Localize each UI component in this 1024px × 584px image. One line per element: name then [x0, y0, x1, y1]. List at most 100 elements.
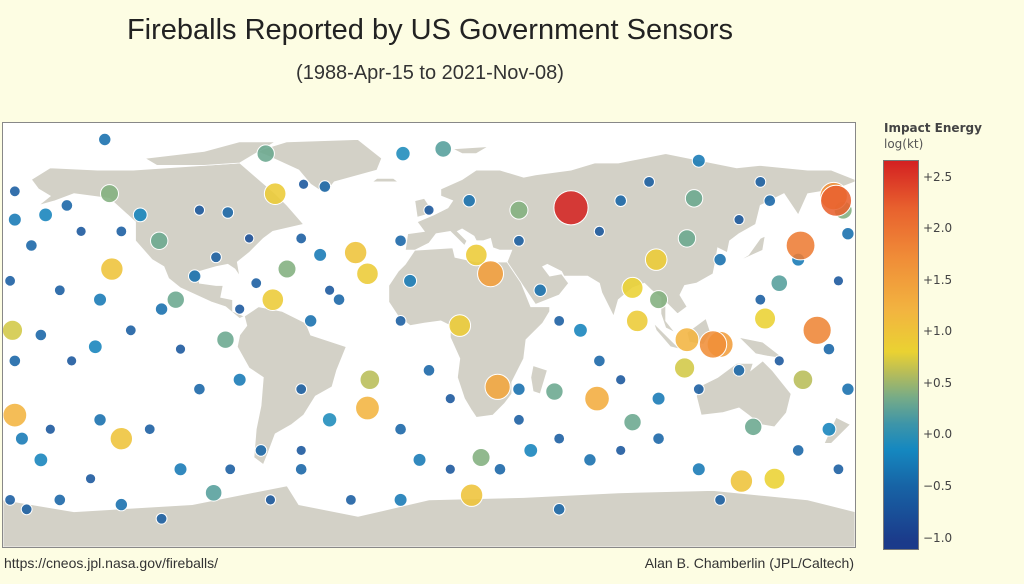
fireball-point[interactable] [44, 423, 56, 435]
fireball-point[interactable] [615, 374, 627, 386]
fireball-point[interactable] [422, 364, 436, 377]
fireball-point[interactable] [193, 204, 206, 216]
fireball-point[interactable] [204, 484, 223, 502]
fireball-point[interactable] [651, 391, 666, 406]
fireball-point[interactable] [552, 503, 566, 516]
fireball-point[interactable] [593, 225, 606, 237]
fireball-point[interactable] [553, 190, 589, 226]
fireball-point[interactable] [295, 444, 307, 457]
fireball-point[interactable] [109, 426, 134, 451]
fireball-point[interactable] [256, 144, 275, 163]
fireball-point[interactable] [553, 314, 566, 327]
fireball-point[interactable] [174, 343, 187, 355]
fireball-point[interactable] [553, 432, 566, 445]
fireball-point[interactable] [832, 275, 845, 287]
fireball-point[interactable] [691, 153, 706, 168]
fireball-point[interactable] [343, 240, 368, 265]
fireball-point[interactable] [3, 402, 28, 428]
fireball-point[interactable] [713, 252, 727, 267]
fireball-point[interactable] [773, 355, 785, 367]
fireball-point[interactable] [318, 180, 332, 193]
fireball-point[interactable] [573, 322, 588, 338]
fireball-point[interactable] [150, 231, 169, 250]
fireball-point[interactable] [297, 178, 310, 190]
fireball-point[interactable] [321, 412, 338, 428]
fireball-point[interactable] [593, 354, 606, 368]
fireball-point[interactable] [143, 423, 156, 436]
fireball-point[interactable] [264, 494, 277, 506]
fireball-point[interactable] [412, 452, 427, 467]
fireball-point[interactable] [644, 248, 668, 271]
fireball-point[interactable] [652, 432, 665, 445]
fireball-point[interactable] [38, 207, 53, 223]
fireball-point[interactable] [193, 382, 206, 396]
fireball-point[interactable] [34, 328, 48, 342]
fireball-point[interactable] [210, 251, 222, 264]
fireball-point[interactable] [684, 189, 704, 208]
fireball-point[interactable] [820, 184, 853, 217]
fireball-point[interactable] [124, 324, 137, 337]
fireball-point[interactable] [100, 257, 124, 281]
fireball-point[interactable] [692, 383, 705, 396]
fireball-point[interactable] [674, 357, 696, 379]
fireball-point[interactable] [423, 204, 435, 216]
fireball-point[interactable] [763, 194, 777, 208]
fireball-point[interactable] [84, 473, 97, 485]
fireball-point[interactable] [7, 212, 22, 227]
fireball-point[interactable] [356, 262, 379, 286]
fireball-point[interactable] [493, 462, 507, 476]
fireball-point[interactable] [155, 512, 168, 525]
fireball-point[interactable] [263, 182, 287, 205]
fireball-point[interactable] [394, 234, 407, 248]
fireball-point[interactable] [625, 309, 649, 333]
fireball-point[interactable] [8, 354, 22, 368]
fireball-point[interactable] [355, 395, 380, 421]
fireball-point[interactable] [93, 292, 108, 307]
fireball-point[interactable] [294, 462, 308, 476]
fireball-point[interactable] [234, 303, 246, 315]
fireball-point[interactable] [533, 283, 547, 297]
fireball-point[interactable] [614, 194, 628, 208]
fireball-point[interactable] [785, 230, 816, 261]
fireball-point[interactable] [75, 225, 87, 237]
fireball-point[interactable] [512, 382, 526, 396]
fireball-point[interactable] [33, 452, 49, 468]
fireball-point[interactable] [583, 453, 597, 467]
fireball-point[interactable] [802, 315, 832, 345]
fireball-point[interactable] [114, 497, 129, 512]
fireball-point[interactable] [243, 233, 255, 244]
fireball-point[interactable] [93, 413, 107, 427]
fireball-point[interactable] [66, 355, 78, 367]
fireball-point[interactable] [173, 462, 188, 477]
fireball-point[interactable] [53, 284, 66, 297]
fireball-point[interactable] [770, 274, 789, 292]
fireball-point[interactable] [513, 234, 525, 247]
fireball-point[interactable] [791, 444, 805, 457]
fireball-point[interactable] [462, 194, 476, 208]
fireball-point[interactable] [132, 207, 148, 223]
fireball-point[interactable] [221, 206, 235, 219]
fireball-point[interactable] [732, 364, 746, 377]
fireball-point[interactable] [8, 185, 21, 198]
fireball-point[interactable] [754, 293, 767, 306]
fireball-point[interactable] [394, 422, 407, 436]
fireball-point[interactable] [509, 200, 529, 220]
fireball-point[interactable] [444, 463, 456, 475]
fireball-point[interactable] [584, 385, 610, 412]
map-plot[interactable] [3, 123, 855, 547]
fireball-point[interactable] [232, 372, 247, 387]
fireball-point[interactable] [545, 382, 564, 401]
fireball-point[interactable] [623, 412, 642, 432]
fireball-point[interactable] [484, 373, 511, 400]
fireball-point[interactable] [649, 290, 669, 310]
fireball-point[interactable] [698, 330, 728, 359]
fireball-point[interactable] [459, 483, 484, 507]
fireball-point[interactable] [295, 383, 308, 396]
fireball-point[interactable] [691, 462, 706, 477]
fireball-point[interactable] [434, 140, 453, 158]
fireball-point[interactable] [53, 493, 67, 507]
fireball-point[interactable] [313, 247, 328, 262]
fireball-point[interactable] [841, 382, 855, 396]
fireball-point[interactable] [87, 339, 103, 355]
world-map[interactable] [2, 122, 856, 548]
